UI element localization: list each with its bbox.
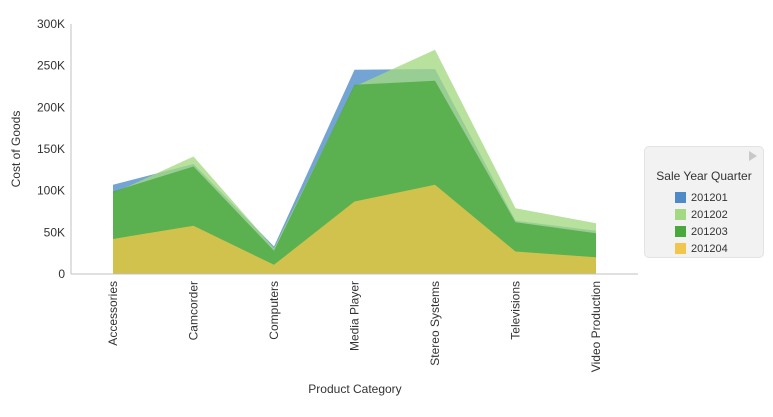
legend-swatch <box>675 226 686 237</box>
x-tick-label: Accessories <box>106 281 120 346</box>
legend-label: 201202 <box>691 208 728 221</box>
legend-label: 201203 <box>691 225 728 238</box>
x-tick-label: Media Player <box>348 281 362 351</box>
legend-swatch <box>675 192 686 203</box>
x-tick-label: Stereo Systems <box>428 281 442 366</box>
y-axis-title: Cost of Goods <box>9 111 23 188</box>
y-tick-label: 100K <box>37 184 65 198</box>
x-tick-label: Televisions <box>509 281 523 340</box>
legend-item-201201[interactable]: 201201 <box>675 189 728 206</box>
tick-labels: 0 50K 100K 150K 200K 250K 300K Accessories Camco… <box>37 17 603 372</box>
legend-item-201204[interactable]: 201204 <box>675 240 728 257</box>
x-tick-label: Camcorder <box>187 281 201 340</box>
legend-swatch <box>675 243 686 254</box>
x-axis-title: Product Category <box>308 382 401 396</box>
y-tick-label: 250K <box>37 59 65 73</box>
legend-expand-arrow-icon[interactable] <box>749 151 757 161</box>
y-tick-label: 200K <box>37 100 65 114</box>
y-tick-label: 50K <box>44 225 65 239</box>
legend: Sale Year Quarter 201201 201202 201203 2012… <box>644 146 764 258</box>
y-tick-label: 0 <box>58 267 65 281</box>
legend-items: 201201 201202 201203 201204 <box>675 189 728 257</box>
legend-label: 201201 <box>691 191 728 204</box>
y-tick-label: 150K <box>37 142 65 156</box>
legend-item-201202[interactable]: 201202 <box>675 206 728 223</box>
legend-title: Sale Year Quarter <box>656 169 752 183</box>
legend-label: 201204 <box>691 242 728 255</box>
series-areas <box>113 49 596 274</box>
area-series-201204[interactable] <box>113 184 596 274</box>
y-tick-label: 300K <box>37 17 65 31</box>
legend-item-201203[interactable]: 201203 <box>675 223 728 240</box>
x-tick-label: Computers <box>267 281 281 340</box>
x-tick-label: Video Production <box>589 281 603 372</box>
axes <box>70 24 638 275</box>
legend-swatch <box>675 209 686 220</box>
